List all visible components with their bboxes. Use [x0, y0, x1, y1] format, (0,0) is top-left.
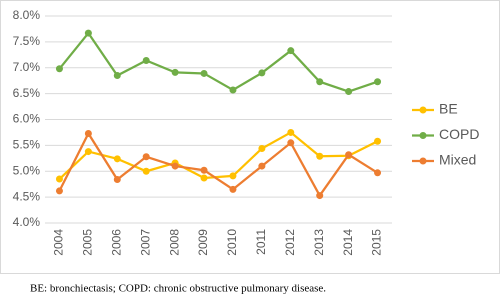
point: [200, 69, 208, 77]
point: [113, 72, 121, 80]
point: [316, 192, 324, 200]
legend-label: Mixed: [439, 152, 476, 168]
point: [171, 68, 179, 76]
point: [258, 69, 266, 77]
y-tick-label: 5.5%: [13, 138, 41, 152]
point: [229, 185, 237, 193]
point: [374, 137, 382, 145]
y-tick-label: 6.0%: [13, 112, 41, 126]
point: [200, 166, 208, 174]
point: [229, 86, 237, 94]
y-tick-label: 5.0%: [13, 163, 41, 177]
y-tick-label: 8.0%: [13, 8, 41, 22]
series-line: [58, 131, 379, 180]
legend-label: BE: [439, 101, 458, 117]
point: [84, 29, 92, 37]
y-tick-label: 7.0%: [13, 60, 41, 74]
point: [171, 162, 179, 170]
x-tick-label: 2011: [254, 229, 268, 255]
x-tick-label: 2013: [312, 229, 326, 256]
point: [374, 78, 382, 86]
legend-marker: [419, 106, 427, 114]
legend-marker: [419, 157, 427, 165]
point: [142, 57, 150, 65]
point: [345, 151, 353, 159]
point: [345, 88, 353, 96]
y-tick-label: 4.0%: [13, 215, 41, 229]
point: [55, 175, 63, 183]
y-tick-label: 6.5%: [13, 86, 41, 100]
x-tick-label: 2008: [167, 229, 181, 256]
legend-marker: [419, 132, 427, 139]
legend-label: COPD: [439, 126, 479, 142]
point: [200, 174, 208, 182]
point: [142, 167, 150, 175]
x-tick-label: 2005: [81, 229, 95, 256]
point: [287, 128, 295, 136]
point: [287, 139, 295, 147]
y-tick-label: 4.5%: [13, 189, 41, 203]
point: [84, 148, 92, 156]
point: [229, 172, 237, 180]
x-tick-label: 2007: [138, 229, 152, 256]
point: [258, 144, 266, 152]
point: [316, 152, 324, 160]
x-tick-label: 2010: [225, 229, 239, 256]
point: [374, 169, 382, 177]
point: [55, 187, 63, 195]
caption: BE: bronchiectasis; COPD: chronic obstru…: [30, 283, 326, 295]
y-tick-label: 7.5%: [13, 34, 41, 48]
point: [287, 47, 295, 55]
point: [258, 162, 266, 170]
point: [113, 155, 121, 163]
series-line: [58, 31, 378, 93]
x-tick-label: 2015: [370, 229, 384, 256]
point: [113, 176, 121, 184]
point: [142, 153, 150, 161]
x-tick-label: 2014: [341, 229, 355, 256]
x-tick-label: 2012: [283, 229, 297, 256]
series-line: [58, 131, 379, 198]
point: [316, 78, 324, 86]
point: [84, 129, 92, 137]
x-tick-label: 2006: [109, 229, 123, 256]
x-tick-label: 2004: [52, 229, 66, 256]
point: [55, 65, 63, 73]
x-tick-label: 2009: [196, 229, 210, 256]
